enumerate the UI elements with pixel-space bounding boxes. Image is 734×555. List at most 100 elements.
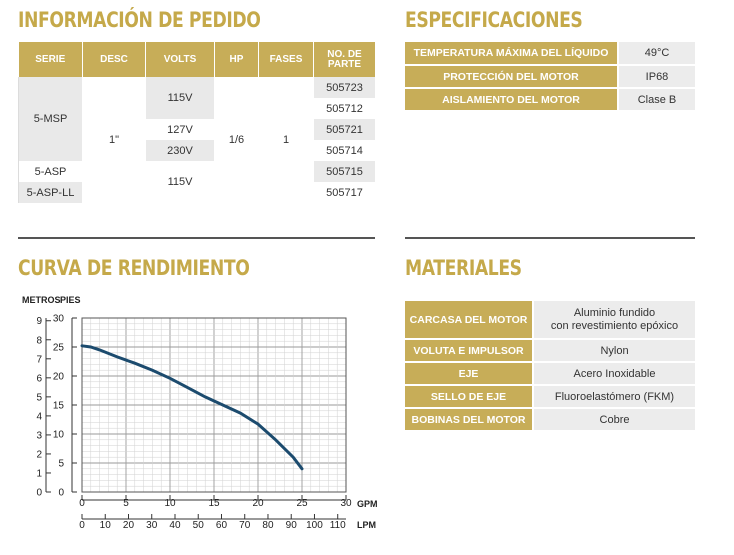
- curve-section-title: CURVA DE RENDIMIENTO: [18, 256, 250, 280]
- chart-grid: [81, 317, 347, 493]
- part-cell: 505714: [313, 140, 376, 161]
- serie-cell: 5-ASP: [18, 161, 83, 182]
- spec-row: TEMPERATURA MÁXIMA DEL LÍQUIDO 49°C: [405, 42, 695, 66]
- volts-cell: 115V: [145, 77, 215, 119]
- lpm-tick-label: 80: [262, 520, 274, 531]
- spec-value: IP68: [617, 65, 695, 89]
- material-label: VOLUTA E IMPULSOR: [405, 339, 533, 363]
- part-cell: 505723: [313, 77, 376, 98]
- lpm-tick-label: 20: [123, 520, 135, 531]
- material-row: VOLUTA E IMPULSOR Nylon: [405, 339, 695, 363]
- pies-tick-label: 10: [53, 430, 65, 441]
- header-volts: VOLTS: [145, 42, 215, 77]
- spec-label: AISLAMIENTO DEL MOTOR: [405, 88, 618, 112]
- material-label: CARCASA DEL MOTOR: [405, 301, 533, 340]
- table-row: 5-MSP 1" 115V 1/6 1 505723: [18, 77, 376, 203]
- header-serie: SERIE: [18, 42, 83, 77]
- header-part-number: NO. DE PARTE: [313, 42, 376, 77]
- lpm-tick-label: 50: [193, 520, 205, 531]
- lpm-tick-label: 60: [216, 520, 228, 531]
- metros-tick-label: 2: [36, 449, 42, 460]
- serie-cell: 5-ASP-LL: [18, 182, 83, 203]
- order-table: SERIE DESC VOLTS HP FASES NO. DE PARTE 5…: [18, 42, 376, 203]
- pies-tick-label: 15: [53, 401, 65, 412]
- metros-tick-label: 7: [36, 354, 42, 365]
- metros-tick-label: 0: [36, 488, 42, 499]
- desc-cell: 1": [82, 77, 146, 203]
- materials-table: CARCASA DEL MOTOR Aluminio fundido con r…: [405, 301, 695, 432]
- material-value-line: con revestimiento epóxico: [550, 319, 679, 332]
- volts-cell: 127V: [145, 119, 215, 140]
- gpm-tick-label: 15: [208, 498, 220, 509]
- metros-tick-label: 1: [36, 468, 42, 479]
- material-value-line: Aluminio fundido: [573, 306, 656, 319]
- plot-frame: [81, 317, 347, 493]
- gpm-tick-label: 30: [340, 498, 352, 509]
- performance-curve: [80, 344, 304, 471]
- spec-row: PROTECCIÓN DEL MOTOR IP68: [405, 65, 695, 89]
- order-header-row: SERIE DESC VOLTS HP FASES NO. DE PARTE: [18, 42, 376, 77]
- table-row: 505712: [19, 98, 376, 119]
- pies-tick-label: 5: [58, 459, 64, 470]
- right-divider: [405, 237, 695, 239]
- spec-value: Clase B: [617, 88, 695, 112]
- lpm-tick-label: 90: [286, 520, 298, 531]
- part-cell: 505721: [313, 119, 376, 140]
- pies-tick-label: 30: [53, 314, 65, 325]
- pies-label: PIES: [60, 295, 81, 305]
- spec-value: 49°C: [617, 42, 695, 66]
- left-divider: [18, 237, 375, 239]
- hp-cell: 1/6: [214, 77, 259, 203]
- material-value: Nylon: [532, 339, 695, 363]
- header-desc: DESC: [82, 42, 146, 77]
- gpm-tick-label: 10: [164, 498, 176, 509]
- volts-cell: 115V: [145, 161, 215, 203]
- pies-tick-label: 0: [58, 488, 64, 499]
- gpm-label: GPM: [357, 499, 378, 509]
- metros-tick-label: 5: [36, 392, 42, 403]
- metros-label: METROS: [22, 295, 61, 305]
- table-row: 5-ASP 115V 505715: [18, 161, 376, 203]
- header-fases: FASES: [258, 42, 314, 77]
- metros-tick-label: 9: [36, 316, 42, 327]
- material-row: SELLO DE EJE Fluoroelastómero (FKM): [405, 385, 695, 409]
- fases-cell: 1: [258, 77, 314, 203]
- material-label: EJE: [405, 362, 533, 386]
- gpm-tick-label: 25: [296, 498, 308, 509]
- metros-tick-label: 4: [36, 411, 42, 422]
- lpm-tick-label: 110: [330, 520, 346, 531]
- spec-label: TEMPERATURA MÁXIMA DEL LÍQUIDO: [405, 42, 618, 66]
- lpm-tick-label: 0: [79, 520, 85, 531]
- part-cell: 505717: [313, 182, 376, 203]
- lpm-label: LPM: [357, 520, 376, 530]
- spec-row: AISLAMIENTO DEL MOTOR Clase B: [405, 88, 695, 112]
- materials-section-title: MATERIALES: [405, 256, 522, 280]
- lpm-tick-label: 100: [306, 520, 323, 531]
- spec-table: TEMPERATURA MÁXIMA DEL LÍQUIDO 49°C PROT…: [405, 42, 695, 112]
- material-value: Fluoroelastómero (FKM): [532, 385, 695, 409]
- pies-tick-label: 25: [53, 343, 65, 354]
- volts-cell: 230V: [145, 140, 215, 161]
- material-row: CARCASA DEL MOTOR Aluminio fundido con r…: [405, 301, 695, 340]
- lpm-tick-label: 70: [239, 520, 251, 531]
- spec-section-title: ESPECIFICACIONES: [405, 8, 583, 32]
- material-label: BOBINAS DEL MOTOR: [405, 408, 533, 432]
- order-section-title: INFORMACIÓN DE PEDIDO: [18, 8, 261, 32]
- serie-cell: 5-MSP: [18, 77, 83, 161]
- table-row: 127V 505721: [19, 119, 376, 140]
- lpm-tick-label: 30: [146, 520, 158, 531]
- table-row: 230V 505714: [19, 140, 376, 161]
- material-value: Cobre: [532, 408, 695, 432]
- metros-tick-label: 6: [36, 373, 42, 384]
- gpm-tick-label: 20: [252, 498, 264, 509]
- material-row: EJE Acero Inoxidable: [405, 362, 695, 386]
- table-row: 5-ASP-LL 505717: [18, 182, 376, 203]
- part-cell: 505715: [313, 161, 376, 182]
- material-row: BOBINAS DEL MOTOR Cobre: [405, 408, 695, 432]
- gpm-tick-label: 0: [79, 498, 85, 509]
- part-cell: 505712: [313, 98, 376, 119]
- material-value: Acero Inoxidable: [532, 362, 695, 386]
- material-value: Aluminio fundido con revestimiento epóxi…: [532, 301, 695, 340]
